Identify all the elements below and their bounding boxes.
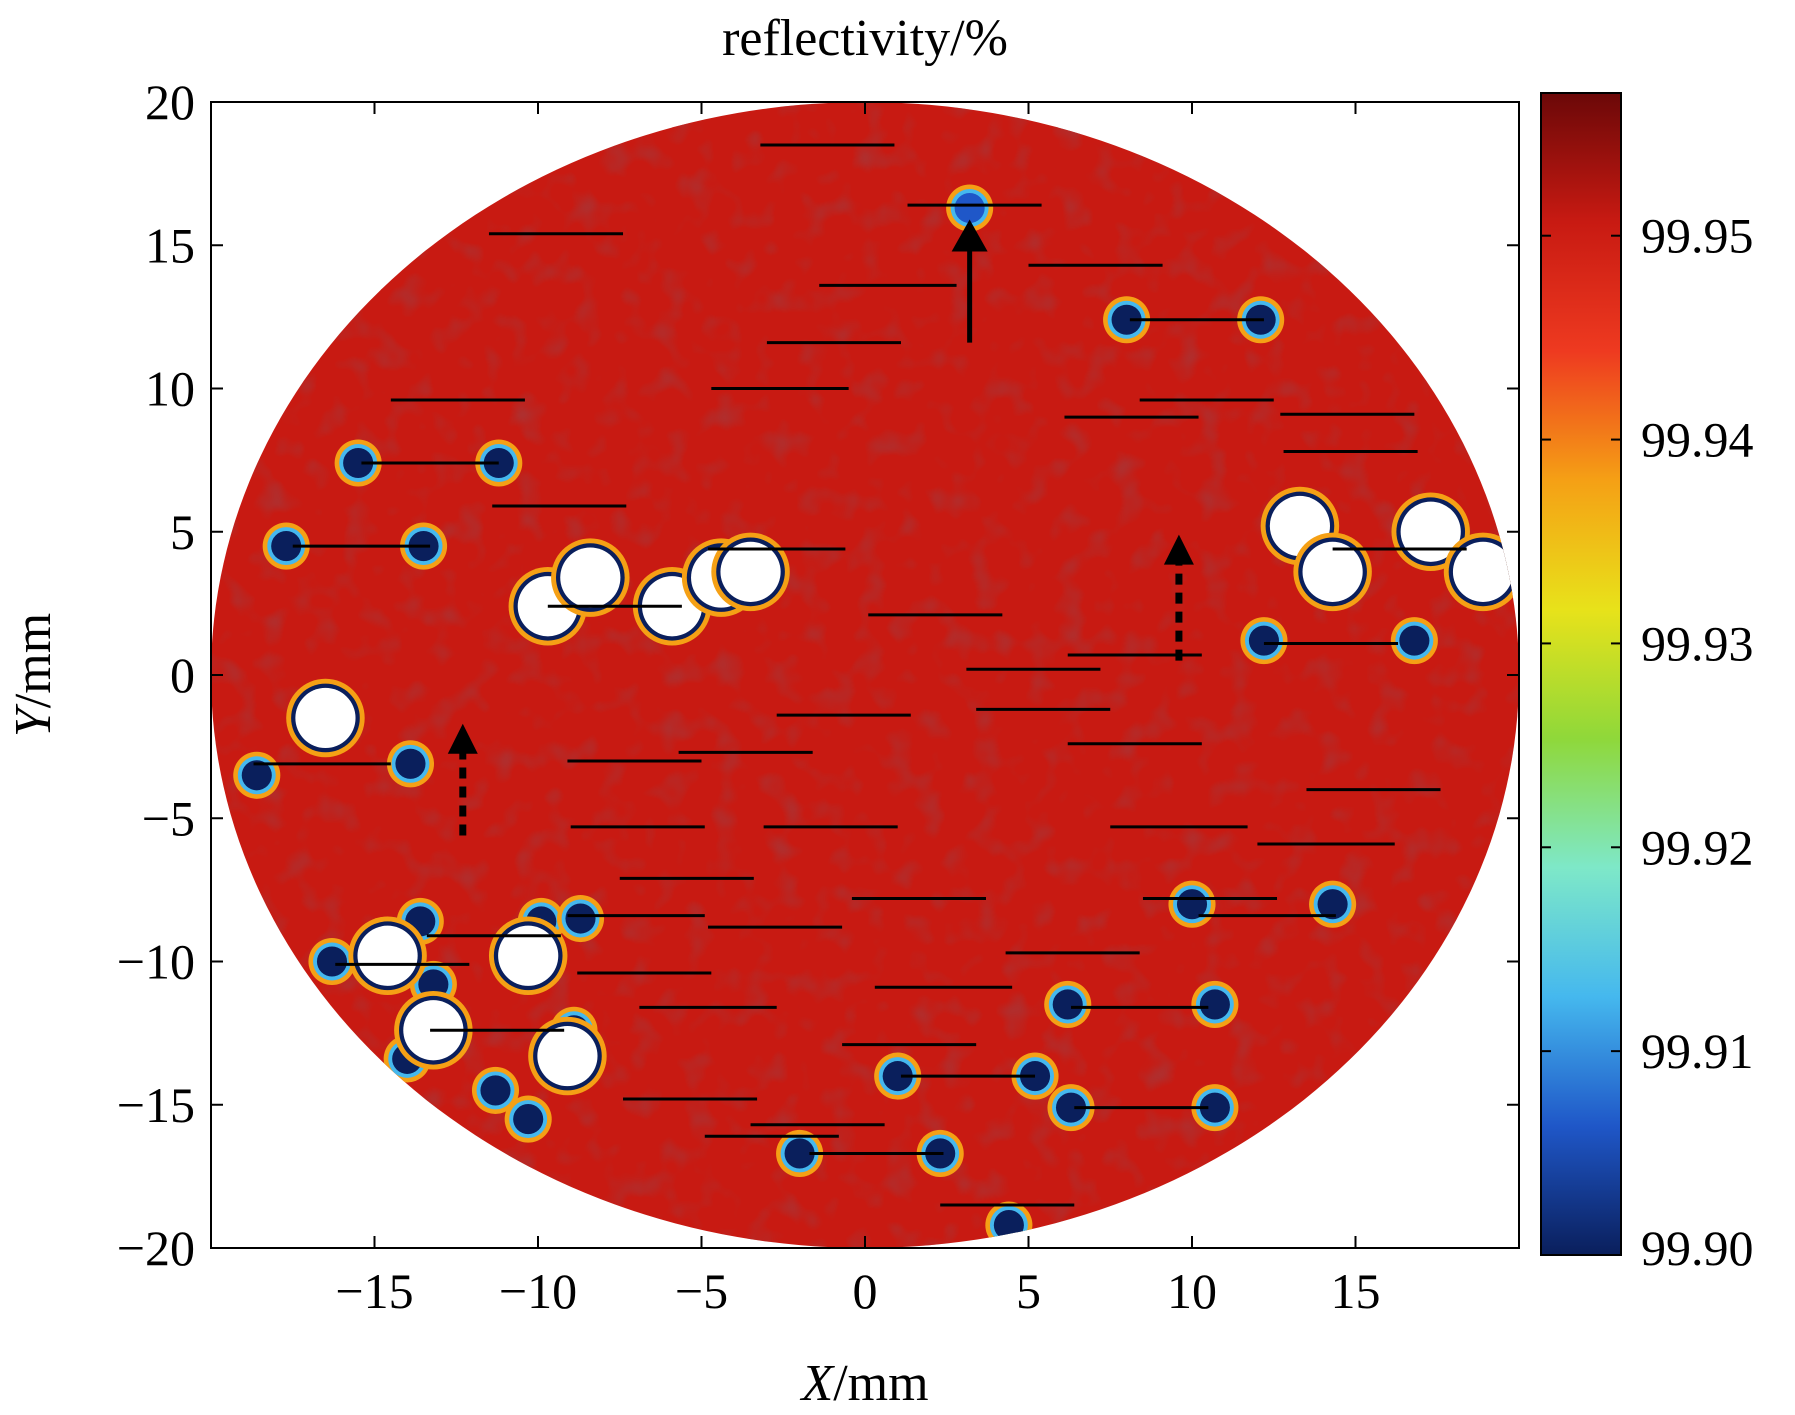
x-axis-unit: /mm: [833, 1355, 928, 1412]
colorbar-tick-label: 99.94: [1641, 412, 1754, 468]
saturated-spot: [720, 541, 781, 602]
y-tick-label: −10: [117, 934, 195, 990]
x-tick-label: −15: [335, 1263, 413, 1319]
colorbar-tick-label: 99.92: [1641, 819, 1754, 875]
x-axis-variable: X: [799, 1355, 835, 1412]
arrow-head: [1163, 534, 1194, 565]
defect-point: [784, 1138, 815, 1169]
y-tick-label: −15: [117, 1077, 195, 1133]
colorbar-gradient: [1541, 93, 1621, 1255]
defect-point: [513, 1104, 544, 1135]
colorbar-tick-label: 99.93: [1641, 615, 1754, 671]
x-tick-label: 0: [853, 1263, 878, 1319]
arrow-head: [447, 723, 478, 754]
defect-point: [1111, 304, 1142, 335]
saturated-spot: [1302, 541, 1363, 602]
defect-point: [1199, 1092, 1230, 1123]
x-tick-label: 15: [1331, 1263, 1381, 1319]
y-axis-title: Y/mm: [5, 613, 62, 737]
colorbar: 99.90 99.91 99.92 99.93 99.94 99.95: [1540, 92, 1754, 1276]
y-tick-label: 15: [145, 217, 195, 273]
chart-title: reflectivity/%: [722, 10, 1008, 67]
arrow-head: [951, 219, 988, 252]
reflectivity-disk: [211, 102, 1519, 1248]
defect-point: [1317, 889, 1348, 920]
colorbar-tick-label: 99.90: [1641, 1220, 1754, 1276]
saturated-spot: [498, 925, 559, 986]
y-axis: 20 15 10 5 0 −5 −10 −15 −20: [117, 74, 1519, 1276]
saturated-spot: [560, 547, 621, 608]
y-tick-label: 5: [170, 504, 195, 560]
saturated-spot: [537, 1025, 598, 1087]
defect-point: [1248, 625, 1279, 656]
colorbar-frame: [1540, 92, 1622, 1256]
defect-point: [1052, 989, 1083, 1020]
saturated-spot: [357, 925, 418, 986]
colorbar-tick-label: 99.91: [1641, 1023, 1754, 1079]
y-tick-label: 20: [145, 74, 195, 130]
arrow-layer: [447, 219, 1194, 836]
defect-point: [1399, 625, 1430, 656]
y-tick-label: 0: [170, 647, 195, 703]
x-tick-label: 5: [1016, 1263, 1041, 1319]
defect-point: [395, 748, 426, 779]
y-tick-label: −20: [117, 1220, 195, 1276]
x-tick-label: −5: [675, 1263, 728, 1319]
defect-point: [343, 447, 374, 479]
saturated-spot: [295, 687, 356, 749]
y-tick-label: −5: [142, 790, 195, 846]
defect-point: [954, 192, 985, 224]
y-tick-label: 10: [145, 361, 195, 417]
defect-point: [1176, 889, 1208, 920]
x-tick-label: −10: [499, 1263, 577, 1319]
colorbar-ticks: 99.90 99.91 99.92 99.93 99.94 99.95: [1541, 208, 1754, 1276]
y-axis-unit: /mm: [5, 613, 62, 708]
defect-point: [882, 1061, 913, 1092]
defect-point: [271, 531, 302, 562]
defect-point: [565, 903, 596, 934]
defect-point: [480, 1075, 511, 1106]
y-axis-variable: Y: [5, 703, 62, 737]
defect-point: [1055, 1092, 1087, 1123]
colorbar-tick-label: 99.95: [1641, 208, 1754, 264]
segment-layer: [253, 143, 1467, 1207]
x-axis: −15 −10 −5 0 5 10 15: [335, 102, 1381, 1319]
x-axis-title: X/mm: [799, 1355, 928, 1412]
defect-point: [993, 1210, 1024, 1241]
defect-point: [316, 946, 348, 977]
defect-layer: [233, 184, 1519, 1248]
plot-area: [211, 102, 1519, 1248]
saturated-spot: [1452, 541, 1514, 602]
defect-point: [1199, 989, 1230, 1020]
x-tick-label: 10: [1167, 1263, 1217, 1319]
saturated-spot: [1400, 501, 1461, 562]
defect-point: [241, 760, 272, 791]
